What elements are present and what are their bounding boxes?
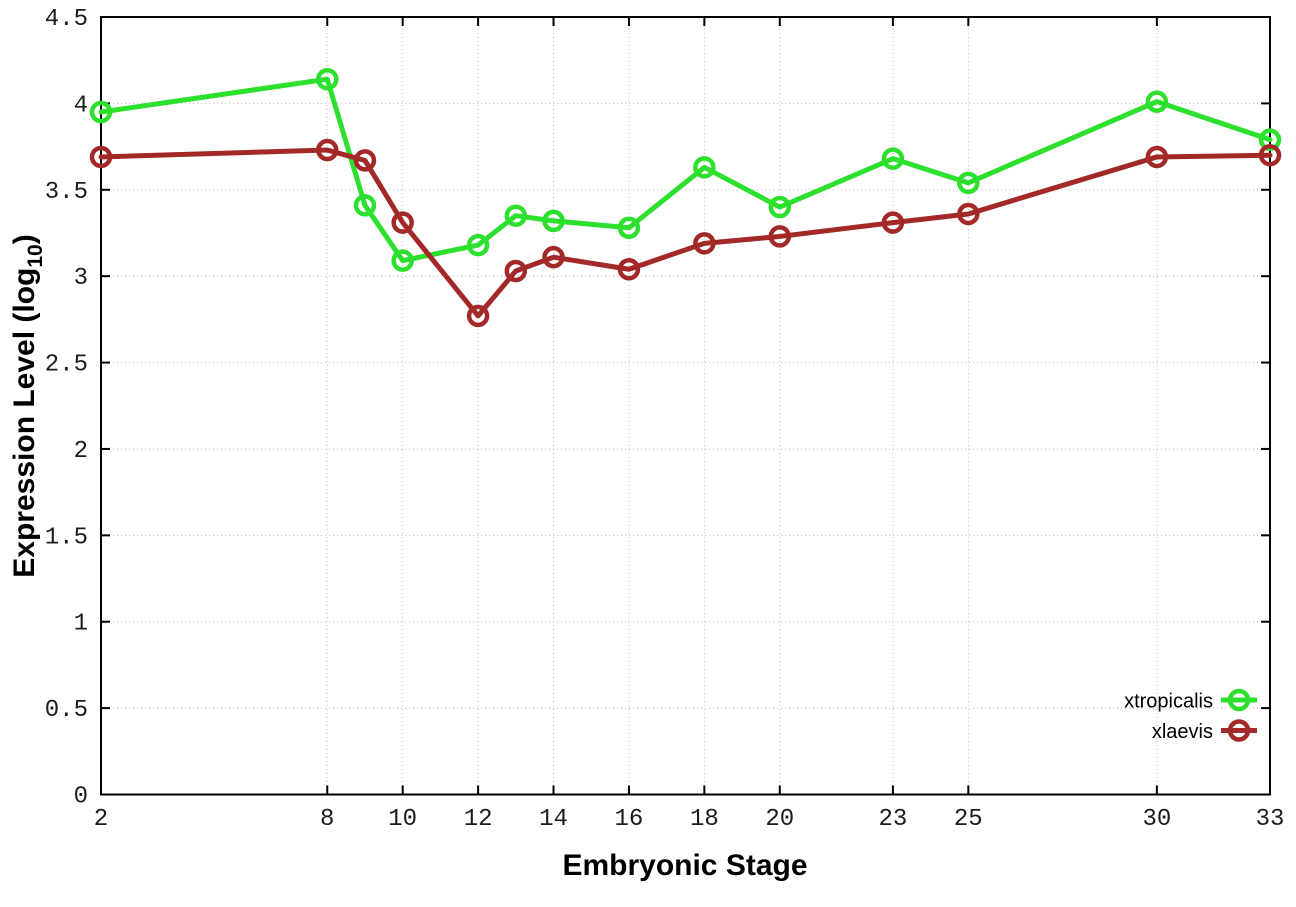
legend-label-series-0: xtropicalis — [1124, 691, 1213, 713]
x-tick-label: 18 — [690, 806, 719, 833]
data-point-marker-xtropicalis — [957, 171, 980, 195]
data-point-marker-xlaevis — [504, 259, 528, 283]
data-point-marker-xlaevis — [617, 258, 641, 281]
data-point-marker-xlaevis — [768, 225, 792, 248]
data-point-marker-xtropicalis — [768, 195, 792, 219]
data-point-marker-xtropicalis — [466, 233, 490, 257]
y-tick-label: 1.5 — [45, 524, 88, 551]
data-point-marker-xtropicalis — [1258, 128, 1282, 151]
data-point-marker-xtropicalis — [1145, 90, 1169, 113]
data-point-marker-xlaevis — [693, 232, 716, 255]
data-point-marker-xlaevis — [542, 245, 565, 269]
x-tick-label: 16 — [615, 806, 644, 833]
x-tick-label: 14 — [539, 806, 568, 833]
data-point-marker-xtropicalis — [542, 209, 565, 233]
x-tick-label: 12 — [464, 806, 493, 833]
y-axis-label-subscript: 10 — [24, 244, 47, 267]
x-axis-label: Embryonic Stage — [562, 849, 807, 882]
y-tick-label: 2.5 — [45, 352, 88, 379]
data-point-marker-xtropicalis — [617, 216, 641, 240]
y-axis-label: Expression Level (log10) — [8, 234, 47, 577]
legend-sample-marker — [1227, 719, 1251, 742]
data-point-marker-xlaevis — [391, 211, 414, 234]
y-tick-label: 4.5 — [45, 6, 88, 33]
plot-frame — [100, 16, 1271, 796]
x-tick-label: 10 — [388, 806, 417, 833]
data-point-marker-xlaevis — [1258, 143, 1282, 167]
y-axis-label-suffix: ) — [8, 234, 41, 244]
legend: xtropicalis xlaevis — [1124, 688, 1257, 743]
y-tick-label: 4 — [74, 92, 88, 119]
series-line-xtropicalis — [98, 76, 1273, 264]
x-tick-label: 23 — [878, 806, 907, 833]
x-tick-label: 8 — [320, 806, 334, 833]
y-tick-label: 3 — [74, 265, 88, 292]
legend-sample-marker — [1227, 688, 1251, 712]
data-point-marker-xlaevis — [316, 138, 339, 162]
y-tick-label: 0 — [74, 784, 88, 811]
data-point-marker-xlaevis — [89, 145, 113, 169]
y-tick-label: 0.5 — [45, 697, 88, 724]
data-point-marker-xlaevis — [1145, 145, 1169, 169]
plot-area: 2 8 10 12 14 16 18 20 23 25 30 33 0 0.5 1 1.5 2 2.5 3 3.5 4 4… — [45, 6, 1285, 833]
data-point-marker-xlaevis — [353, 149, 377, 172]
x-tick-label: 33 — [1256, 806, 1285, 833]
x-tick-label: 2 — [94, 806, 108, 833]
series-line-xlaevis — [98, 147, 1273, 319]
legend-label-series-1: xlaevis — [1152, 721, 1213, 743]
y-tick-label: 3.5 — [45, 179, 88, 206]
legend-sample-series-1 — [1221, 719, 1257, 742]
data-point-marker-xlaevis — [881, 211, 905, 234]
data-point-marker-xtropicalis — [693, 156, 716, 179]
data-point-marker-xtropicalis — [391, 249, 414, 272]
y-tick-label: 1 — [74, 611, 88, 638]
x-tick-label: 25 — [954, 806, 983, 833]
y-axis-label-main: Expression Level (log — [8, 268, 41, 578]
data-point-marker-xtropicalis — [353, 194, 377, 217]
y-tick-label: 2 — [74, 438, 88, 465]
x-tick-label: 30 — [1142, 806, 1171, 833]
data-point-marker-xlaevis — [957, 202, 980, 226]
data-point-marker-xtropicalis — [89, 100, 113, 124]
data-point-marker-xtropicalis — [316, 67, 339, 91]
x-tick-label: 20 — [765, 806, 794, 833]
data-point-marker-xtropicalis — [881, 147, 905, 170]
data-point-marker-xtropicalis — [504, 204, 528, 227]
data-point-marker-xlaevis — [466, 304, 490, 328]
legend-sample-series-0 — [1221, 688, 1257, 712]
